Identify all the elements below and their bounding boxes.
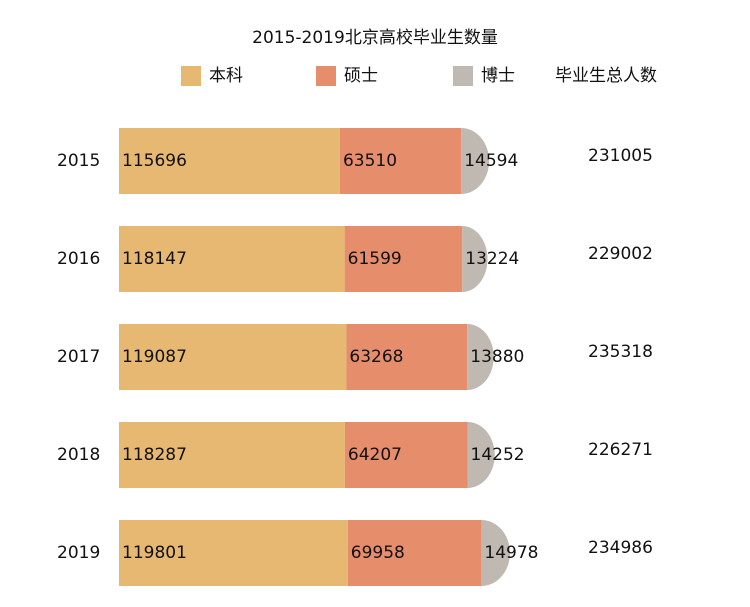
- bar-segment: [462, 226, 488, 292]
- data-label: 63268: [349, 347, 403, 367]
- data-label: 61599: [348, 249, 402, 269]
- data-label: 115696: [122, 151, 187, 171]
- bar-segment: [347, 520, 482, 586]
- bar-segment: [346, 324, 468, 390]
- bar-segment: [119, 422, 345, 488]
- bar-segment: [339, 128, 462, 194]
- bar-segment: [119, 520, 348, 586]
- category-label: 2017: [57, 347, 100, 367]
- category-label: 2019: [57, 543, 100, 563]
- bar-segment: [119, 128, 340, 194]
- total-label: 229002: [588, 244, 653, 264]
- data-label: 14252: [471, 445, 525, 465]
- data-label: 63510: [343, 151, 397, 171]
- data-label: 13880: [470, 347, 524, 367]
- data-label: 119087: [122, 347, 187, 367]
- total-label: 231005: [588, 146, 653, 166]
- legend-label: 本科: [209, 66, 243, 86]
- bar-segment: [344, 226, 463, 292]
- category-label: 2018: [57, 445, 100, 465]
- data-label: 14978: [484, 543, 538, 563]
- data-label: 14594: [464, 151, 518, 171]
- category-label: 2015: [57, 151, 100, 171]
- data-label: 13224: [465, 249, 519, 269]
- total-label: 235318: [588, 342, 653, 362]
- category-label: 2016: [57, 249, 100, 269]
- data-label: 118147: [122, 249, 187, 269]
- legend-label: 硕士: [344, 66, 378, 86]
- bar-segment: [119, 324, 347, 390]
- bar-segment: [481, 520, 510, 586]
- legend-swatch: [453, 66, 473, 86]
- data-label: 118287: [122, 445, 187, 465]
- bar-segment: [344, 422, 468, 488]
- total-label: 226271: [588, 440, 653, 460]
- bar-segment: [461, 128, 490, 194]
- legend-swatch: [181, 66, 201, 86]
- bar-segment: [467, 422, 495, 488]
- total-label: 234986: [588, 538, 653, 558]
- bar-segment: [119, 226, 345, 292]
- bar-segment: [467, 324, 494, 390]
- data-label: 69958: [351, 543, 405, 563]
- legend-label: 博士: [481, 66, 515, 86]
- chart-title: 2015-2019北京高校毕业生数量: [252, 28, 498, 48]
- data-label: 119801: [122, 543, 187, 563]
- legend-swatch: [316, 66, 336, 86]
- data-label: 64207: [348, 445, 402, 465]
- totals-header: 毕业生总人数: [555, 66, 657, 86]
